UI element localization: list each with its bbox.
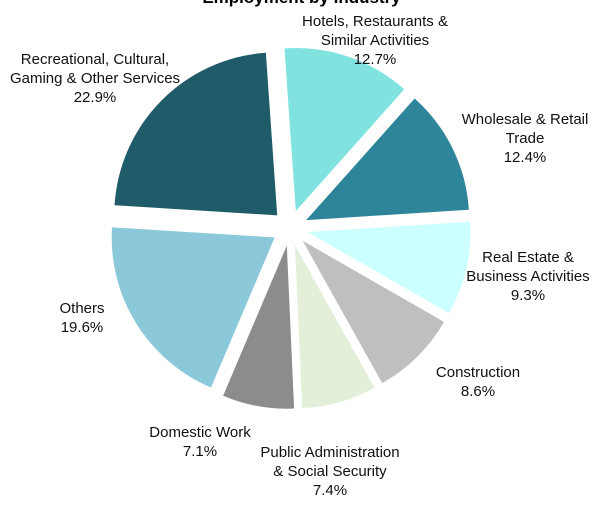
pie-slice: [284, 47, 405, 211]
chart-title: Employment by Industry: [0, 0, 603, 8]
category-label: Wholesale & Retail Trade: [461, 111, 589, 147]
pie-slice: [307, 221, 471, 314]
category-label: Recreational, Cultural, Gaming & Other S…: [9, 51, 181, 87]
category-label: Public Administration & Social Security: [260, 444, 400, 480]
category-label: Construction: [435, 364, 521, 381]
slice-label: Others 19.6%: [32, 299, 132, 337]
slice-label: Recreational, Cultural, Gaming & Other S…: [5, 50, 185, 107]
slice-label: Real Estate & Business Activities 9.3%: [453, 248, 603, 305]
pie-slice: [302, 240, 445, 384]
pie-slice: [223, 245, 295, 409]
category-label: Others: [59, 300, 105, 317]
value-label: 19.6%: [60, 319, 104, 336]
value-label: 12.7%: [353, 51, 397, 68]
value-label: 9.3%: [510, 287, 546, 304]
value-label: 12.4%: [503, 149, 547, 166]
value-label: 8.6%: [460, 383, 496, 400]
pie-slice: [306, 98, 469, 221]
value-label: 7.1%: [182, 443, 218, 460]
category-label: Hotels, Restaurants & Similar Activities: [302, 13, 448, 49]
slice-label: Wholesale & Retail Trade 12.4%: [450, 110, 600, 167]
pie-slice: [294, 245, 375, 409]
pie-slice: [114, 52, 278, 216]
value-label: 7.4%: [312, 482, 348, 499]
category-label: Domestic Work: [149, 424, 251, 441]
value-label: 22.9%: [73, 89, 117, 106]
slice-label: Construction 8.6%: [418, 363, 538, 401]
pie-slice: [111, 227, 275, 388]
slice-label: Public Administration & Social Security 7…: [255, 443, 405, 500]
category-label: Real Estate & Business Activities: [466, 249, 590, 285]
slice-label: Domestic Work 7.1%: [135, 423, 265, 461]
slice-label: Hotels, Restaurants & Similar Activities…: [290, 12, 460, 69]
